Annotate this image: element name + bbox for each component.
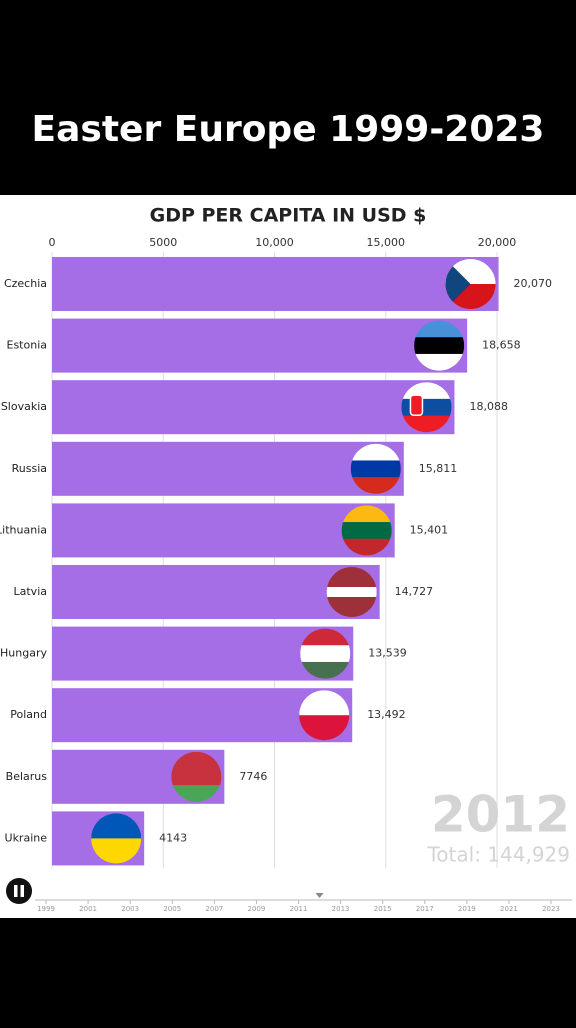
timeline-label: 2021 — [500, 905, 518, 913]
timeline-label: 2015 — [374, 905, 392, 913]
flag-stripe — [171, 785, 222, 802]
category-label: Slovakia — [1, 400, 47, 413]
category-label: Ukraine — [5, 831, 48, 844]
bar — [52, 503, 395, 558]
flag-stripe — [326, 587, 377, 598]
value-label: 13,492 — [367, 708, 406, 721]
pause-button[interactable] — [6, 878, 32, 904]
flag-stripe — [341, 538, 392, 556]
category-label: Russia — [12, 462, 47, 475]
value-label: 20,070 — [514, 277, 553, 290]
category-label: Lithuania — [0, 523, 47, 536]
timeline-label: 2001 — [79, 905, 97, 913]
bar — [52, 318, 468, 373]
value-label: 15,811 — [419, 462, 458, 475]
x-tick-label: 0 — [49, 236, 56, 249]
bar — [52, 565, 380, 619]
value-label: 18,088 — [469, 400, 508, 413]
bar — [52, 441, 404, 496]
bar — [52, 380, 455, 435]
flag-stripe — [350, 477, 401, 494]
flag-stripe — [300, 661, 351, 679]
flag-stripe — [341, 522, 392, 540]
category-label: Belarus — [6, 770, 48, 783]
flag-icon — [350, 443, 401, 494]
video-title: Easter Europe 1999-2023 — [32, 109, 545, 150]
value-label: 18,658 — [482, 339, 521, 352]
flag-stripe — [341, 505, 392, 523]
timeline-label: 2005 — [163, 905, 181, 913]
pause-icon — [20, 885, 24, 897]
flag-stripe — [414, 353, 465, 371]
year-label: 2012 — [431, 786, 570, 844]
bar — [52, 257, 499, 311]
timeline-label: 2011 — [290, 905, 308, 913]
x-tick-label: 10,000 — [255, 236, 294, 249]
x-tick-label: 5000 — [149, 236, 177, 249]
timeline-label: 2013 — [332, 905, 350, 913]
flag-stripe — [326, 597, 377, 617]
timeline-label: 2007 — [205, 905, 223, 913]
x-tick-label: 20,000 — [478, 236, 517, 249]
flag-icon — [300, 628, 351, 679]
timeline-label: 2019 — [458, 905, 476, 913]
total-label: Total: 144,929 — [426, 843, 570, 867]
flag-stripe — [414, 337, 465, 355]
flag-icon — [326, 567, 377, 617]
category-label: Estonia — [7, 339, 48, 352]
flag-icon — [414, 320, 465, 371]
flag-emblem — [409, 394, 424, 416]
timeline-label: 2023 — [542, 905, 560, 913]
category-label: Hungary — [0, 647, 47, 660]
pause-icon — [14, 885, 18, 897]
value-label: 15,401 — [410, 523, 449, 536]
flag-stripe — [401, 398, 452, 417]
value-label: 4143 — [159, 831, 187, 844]
value-label: 7746 — [239, 770, 267, 783]
flag-stripe — [300, 628, 351, 646]
timeline-label: 1999 — [37, 905, 55, 913]
value-label: 13,539 — [368, 647, 407, 660]
flag-stripe — [326, 567, 377, 588]
flag-icon — [341, 505, 392, 556]
category-label: Poland — [10, 708, 47, 721]
timeline-label: 2017 — [416, 905, 434, 913]
flag-stripe — [300, 645, 351, 663]
chart-title: GDP PER CAPITA IN USD $ — [150, 205, 427, 227]
category-label: Czechia — [4, 277, 47, 290]
timeline-label: 2003 — [121, 905, 139, 913]
category-label: Latvia — [14, 585, 48, 598]
flag-stripe — [350, 460, 401, 478]
flag-stripe — [445, 259, 471, 309]
value-label: 14,727 — [395, 585, 434, 598]
timeline-label: 2009 — [248, 905, 266, 913]
x-tick-label: 15,000 — [367, 236, 406, 249]
flag-stripe — [401, 415, 452, 433]
flag-icon — [401, 382, 452, 433]
flag-stripe — [350, 443, 401, 461]
flag-stripe — [414, 320, 465, 338]
timeline-marker — [315, 893, 324, 898]
